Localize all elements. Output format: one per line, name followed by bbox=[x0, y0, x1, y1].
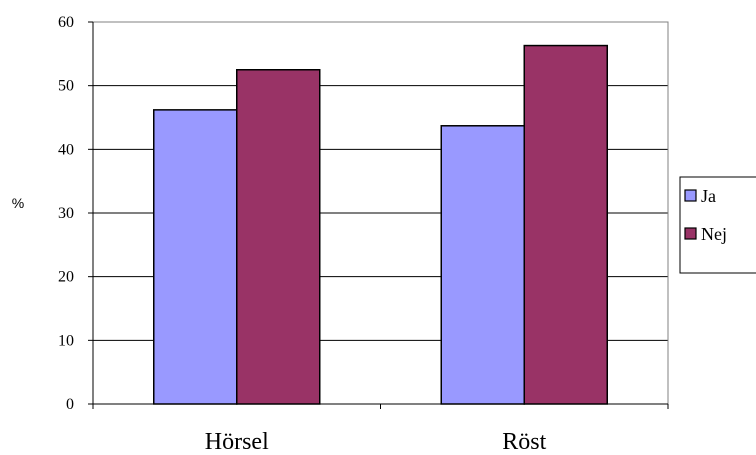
y-axis-label: % bbox=[12, 195, 24, 211]
y-tick-label: 30 bbox=[58, 205, 74, 222]
y-tick-label: 20 bbox=[58, 269, 74, 286]
y-tick-label: 60 bbox=[58, 14, 74, 31]
legend-label-ja: Ja bbox=[701, 186, 716, 206]
y-tick-label: 10 bbox=[58, 332, 74, 349]
x-tick-label: Hörsel bbox=[205, 429, 269, 455]
x-tick-label: Röst bbox=[502, 429, 546, 455]
y-tick-label: 0 bbox=[66, 396, 74, 413]
bar-nej-0 bbox=[236, 69, 321, 405]
legend: Ja Nej bbox=[679, 176, 756, 274]
bar-ja-0 bbox=[153, 109, 238, 405]
legend-swatch-ja bbox=[684, 189, 697, 202]
legend-label-nej: Nej bbox=[701, 224, 727, 244]
y-tick-label: 50 bbox=[58, 78, 74, 95]
bars bbox=[153, 44, 608, 405]
bar-nej-1 bbox=[523, 44, 608, 405]
y-ticks: 0 10 20 30 40 50 60 bbox=[58, 14, 93, 413]
y-tick-label: 40 bbox=[58, 141, 74, 158]
legend-swatch-nej bbox=[684, 227, 697, 240]
x-ticks: Hörsel Röst bbox=[92, 404, 669, 455]
bar-ja-1 bbox=[440, 125, 525, 405]
